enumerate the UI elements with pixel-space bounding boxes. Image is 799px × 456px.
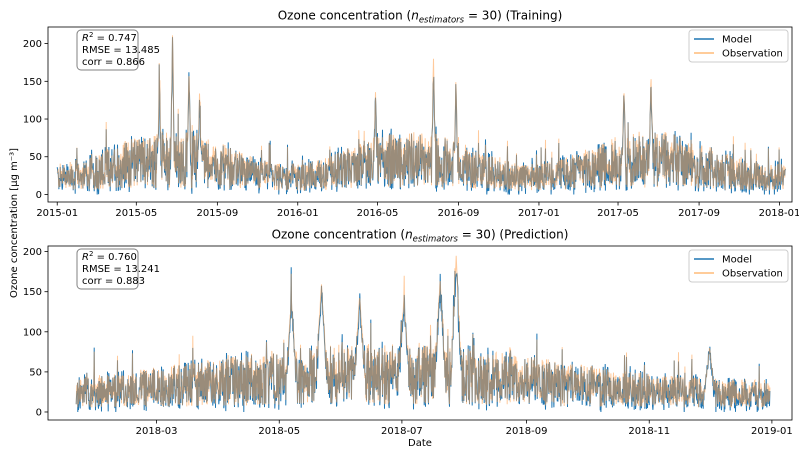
x-axis-label: Date <box>408 438 432 449</box>
x-tick-label: 2017-05 <box>597 208 639 219</box>
prediction-y-ticks: 0 50 100 150 200 <box>23 247 48 418</box>
x-tick-label: 2015-09 <box>196 208 238 219</box>
training-corr-label: corr = 0.866 <box>82 57 145 68</box>
observation-line <box>75 255 771 408</box>
training-x-ticks: 2015-01 2015-05 2015-09 2016-01 2016-05 2016-… <box>36 202 799 219</box>
prediction-rmse-label: RMSE = 13.241 <box>82 264 160 275</box>
training-r2-label: R2 = 0.747 <box>82 31 137 44</box>
x-tick-label: 2019-01 <box>751 426 793 437</box>
x-tick-label: 2016-01 <box>277 208 319 219</box>
x-tick-label: 2016-09 <box>438 208 480 219</box>
x-tick-label: 2018-09 <box>506 426 548 437</box>
y-axis-label: Ozone concentration [μg m⁻³] <box>9 148 20 298</box>
training-y-ticks: 0 50 100 150 200 <box>23 39 48 201</box>
x-tick-label: 2018-01 <box>759 208 799 219</box>
x-tick-label: 2017-01 <box>518 208 560 219</box>
x-tick-label: 2018-05 <box>258 426 300 437</box>
legend-model-label: Model <box>722 255 752 266</box>
training-title: Ozone concentration (nestimators = 30) (… <box>278 9 563 26</box>
x-tick-label: 2016-05 <box>357 208 399 219</box>
x-tick-label: 2018-11 <box>628 426 670 437</box>
prediction-x-ticks: 2018-03 2018-05 2018-07 2018-09 2018-11 2019-… <box>136 420 793 437</box>
y-tick-label: 50 <box>29 367 42 378</box>
prediction-axes-frame <box>47 245 793 421</box>
prediction-stats-box: R2 = 0.760 RMSE = 13.241 corr = 0.883 <box>76 248 160 290</box>
legend-observation-label: Observation <box>722 269 783 280</box>
legend-model-label: Model <box>722 35 752 46</box>
training-legend: Model Observation <box>688 29 789 63</box>
x-tick-label: 2018-07 <box>381 426 423 437</box>
x-tick-label: 2018-03 <box>136 426 178 437</box>
y-tick-label: 200 <box>23 39 42 50</box>
x-tick-label: 2015-01 <box>36 208 78 219</box>
prediction-legend: Model Observation <box>688 249 789 283</box>
prediction-corr-label: corr = 0.883 <box>82 276 145 287</box>
y-tick-label: 0 <box>36 190 42 201</box>
y-tick-label: 100 <box>23 327 42 338</box>
y-tick-label: 150 <box>23 77 42 88</box>
prediction-title: Ozone concentration (nestimators = 30) (… <box>272 228 569 245</box>
y-tick-label: 200 <box>23 247 42 258</box>
prediction-panel: Ozone concentration (nestimators = 30) (… <box>23 228 793 438</box>
training-axes-frame <box>47 26 793 203</box>
y-tick-label: 150 <box>23 287 42 298</box>
observation-line <box>56 35 786 192</box>
y-tick-label: 100 <box>23 115 42 126</box>
training-stats-box: R2 = 0.747 RMSE = 13.485 corr = 0.866 <box>76 29 160 71</box>
legend-observation-label: Observation <box>722 49 783 60</box>
y-tick-label: 0 <box>36 407 42 418</box>
prediction-r2-label: R2 = 0.760 <box>82 250 137 263</box>
x-tick-label: 2015-05 <box>115 208 157 219</box>
training-panel: Ozone concentration (nestimators = 30) (… <box>23 9 799 220</box>
y-tick-label: 50 <box>29 152 42 163</box>
training-rmse-label: RMSE = 13.485 <box>82 45 160 56</box>
x-tick-label: 2017-09 <box>678 208 720 219</box>
